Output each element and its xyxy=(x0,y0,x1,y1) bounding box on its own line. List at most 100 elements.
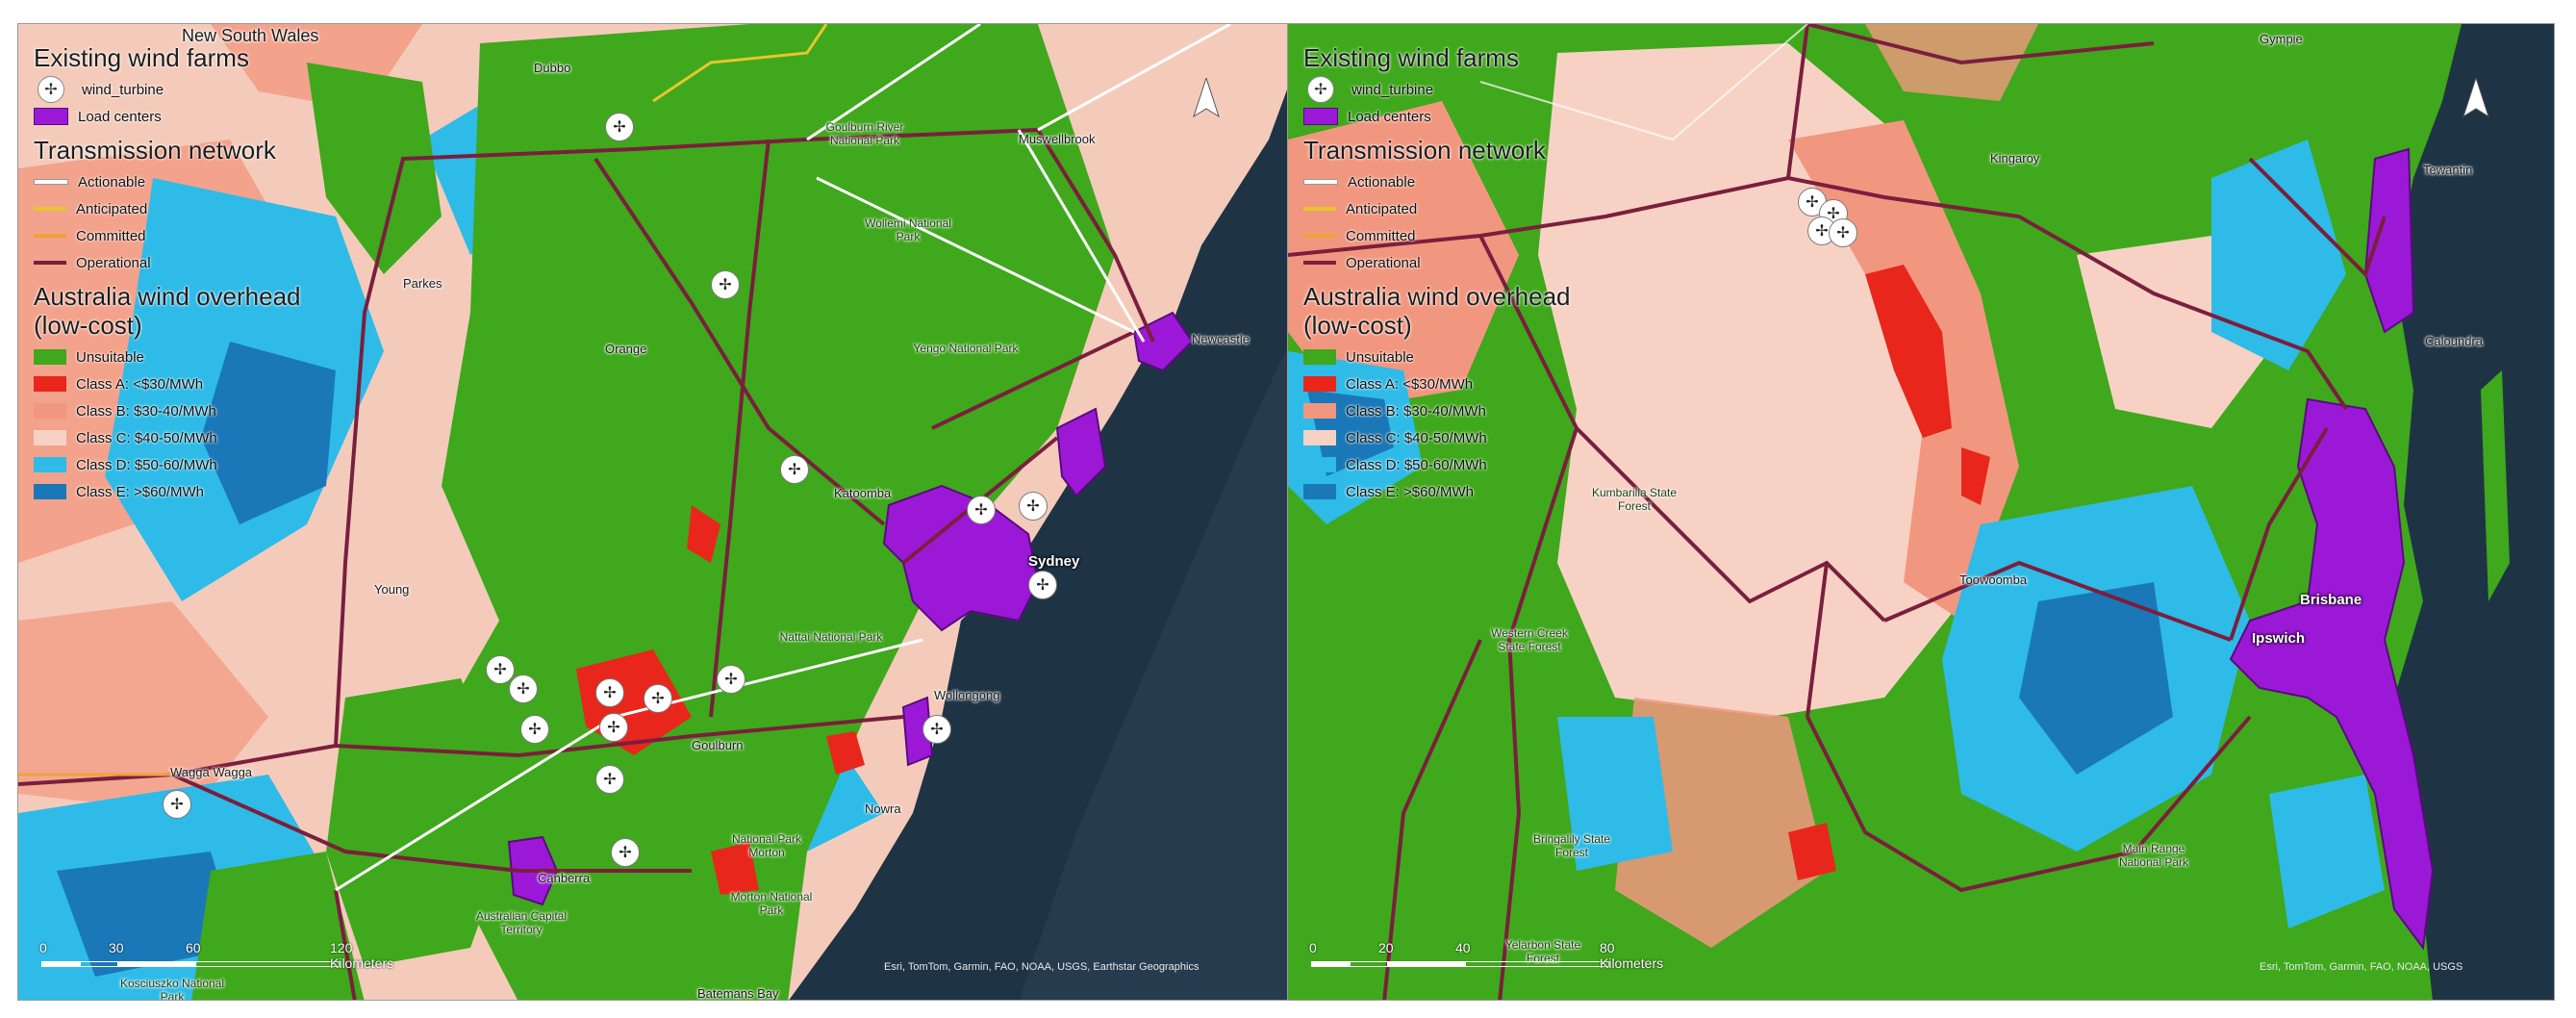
scale-segment xyxy=(1350,961,1388,967)
wind-turbine-icon[interactable]: ✢ xyxy=(509,674,538,703)
legend-class-row: Class C: $40-50/MWh xyxy=(34,424,351,451)
wind-turbine-icon[interactable]: ✢ xyxy=(922,715,951,744)
line-swatch xyxy=(34,179,68,185)
scale-label: 30 xyxy=(109,940,124,955)
class-d-area xyxy=(1557,717,1673,871)
class-a-area xyxy=(826,731,865,775)
actionable-lines xyxy=(335,24,1231,892)
place-label: Canberra xyxy=(538,871,591,885)
map-attribution: Esri, TomTom, Garmin, FAO, NOAA, USGS, E… xyxy=(884,961,1200,973)
ocean-shelf xyxy=(1019,345,1288,1000)
place-label: Orange xyxy=(605,342,647,356)
wind-turbine-icon[interactable]: ✢ xyxy=(1829,218,1857,247)
legend-network-row: Operational xyxy=(34,249,351,276)
scale-segment xyxy=(118,961,195,967)
park-label: National Park Morton xyxy=(731,832,802,859)
scale-segment xyxy=(41,961,80,967)
line-swatch xyxy=(1303,207,1336,211)
scale-label: 40 xyxy=(1455,940,1471,955)
place-label: Young xyxy=(374,582,410,597)
legend-network-label: Actionable xyxy=(78,173,146,191)
scale-bar: 0 20 40 80 Kilometers xyxy=(1309,940,1663,986)
scale-bar: 0 30 60 120 Kilometers xyxy=(39,940,393,986)
place-label: Toowoomba xyxy=(1959,573,2028,587)
legend-class-row: Class A: <$30/MWh xyxy=(1303,370,1621,397)
park-label: Kumbarilla State Forest xyxy=(1591,486,1678,513)
park-label: Bringalily State Forest xyxy=(1532,832,1611,859)
legend-class-row: Class B: $30-40/MWh xyxy=(34,397,351,424)
legend-class-row: Class A: <$30/MWh xyxy=(34,370,351,397)
north-arrow-icon xyxy=(1193,78,1220,118)
wind-turbine-icon[interactable]: ✢ xyxy=(486,655,515,684)
park-label: Main Range National Park xyxy=(2118,842,2189,869)
legend-class-label: Class E: >$60/MWh xyxy=(76,483,204,500)
scale-label: 20 xyxy=(1378,940,1394,955)
legend-class-row: Class E: >$60/MWh xyxy=(1303,478,1621,505)
legend-class-label: Class A: <$30/MWh xyxy=(1346,375,1474,393)
place-label: Muswellbrook xyxy=(1019,132,1096,146)
place-label: Dubbo xyxy=(534,61,571,75)
class-b-area xyxy=(1865,24,2038,101)
wind-turbine-icon[interactable]: ✢ xyxy=(780,455,809,484)
legend-class-label: Unsuitable xyxy=(1346,348,1414,366)
legend-turbine-row: ✢ wind_turbine xyxy=(1303,76,1621,103)
wind-turbine-icon[interactable]: ✢ xyxy=(163,790,191,819)
legend-qld: Existing wind farms ✢ wind_turbine Load … xyxy=(1303,38,1621,505)
wind-turbine-icon[interactable]: ✢ xyxy=(1019,492,1048,521)
wind-turbine-icon[interactable]: ✢ xyxy=(520,715,549,744)
class-swatch xyxy=(1303,484,1336,499)
legend-network-row: Anticipated xyxy=(34,195,351,222)
map-canvas-qld[interactable] xyxy=(1288,24,2555,1001)
scale-segment xyxy=(80,961,118,967)
wind-turbine-icon[interactable]: ✢ xyxy=(605,113,634,141)
map-panel-qld[interactable]: Existing wind farms ✢ wind_turbine Load … xyxy=(1287,23,2555,1001)
legend-class-label: Class D: $50-60/MWh xyxy=(76,456,217,473)
map-panel-nsw[interactable]: Existing wind farms ✢ wind_turbine Load … xyxy=(17,23,1289,1001)
map-canvas-nsw[interactable] xyxy=(18,24,1289,1001)
wind-turbine-icon[interactable]: ✢ xyxy=(711,270,740,299)
legend-network-row: Operational xyxy=(1303,249,1621,276)
line-swatch xyxy=(1303,261,1336,265)
wind-turbine-icon[interactable]: ✢ xyxy=(611,838,640,867)
legend-network-title: Transmission network xyxy=(1303,136,1546,165)
class-a-area xyxy=(711,842,759,895)
legend-class-label: Class B: $30-40/MWh xyxy=(1346,402,1486,420)
wind-turbine-icon[interactable]: ✢ xyxy=(599,713,628,742)
wind-turbine-icon[interactable]: ✢ xyxy=(967,496,996,524)
legend-overhead-subtitle: (low-cost) xyxy=(34,311,142,340)
ocean xyxy=(2394,24,2554,1000)
park-label: Nattai National Park xyxy=(779,630,883,644)
wind-turbine-icon: ✢ xyxy=(1307,76,1334,103)
scale-segment xyxy=(1311,961,1350,967)
legend-load-label: Load centers xyxy=(78,108,162,125)
class-e-area xyxy=(57,852,240,977)
wind-turbine-icon[interactable]: ✢ xyxy=(1028,571,1057,599)
unsuitable-area xyxy=(326,678,518,967)
map-attribution: Esri, TomTom, Garmin, FAO, NOAA, USGS xyxy=(2260,961,2463,973)
legend-network-label: Committed xyxy=(76,227,146,244)
wind-turbine-icon[interactable]: ✢ xyxy=(595,765,624,794)
load-center-sunshine-coast xyxy=(2363,147,2415,334)
wind-turbine-icon[interactable]: ✢ xyxy=(717,665,745,694)
wind-turbine-icon[interactable]: ✢ xyxy=(644,684,672,713)
park-label: Wollemi National Park xyxy=(865,216,951,243)
north-arrow-icon xyxy=(2462,78,2489,118)
class-swatch xyxy=(34,457,66,472)
class-swatch xyxy=(1303,403,1336,419)
line-swatch xyxy=(1303,234,1336,238)
wind-turbine-icon[interactable]: ✢ xyxy=(595,678,624,707)
legend-class-label: Class D: $50-60/MWh xyxy=(1346,456,1487,473)
legend-class-row: Class D: $50-60/MWh xyxy=(1303,451,1621,478)
class-b-area xyxy=(1288,101,1519,409)
line-swatch xyxy=(34,261,66,265)
legend-load-row: Load centers xyxy=(34,103,351,130)
load-center-brisbane xyxy=(2229,397,2435,951)
wind-turbine-icon: ✢ xyxy=(38,76,64,103)
legend-network-row: Actionable xyxy=(1303,168,1621,195)
line-swatch xyxy=(34,234,66,238)
class-swatch xyxy=(34,403,66,419)
class-e-area xyxy=(2019,582,2173,775)
park-label: Australian Capital Territory xyxy=(475,909,568,936)
legend-turbine-label: wind_turbine xyxy=(1351,81,1434,98)
legend-class-label: Unsuitable xyxy=(76,348,144,366)
